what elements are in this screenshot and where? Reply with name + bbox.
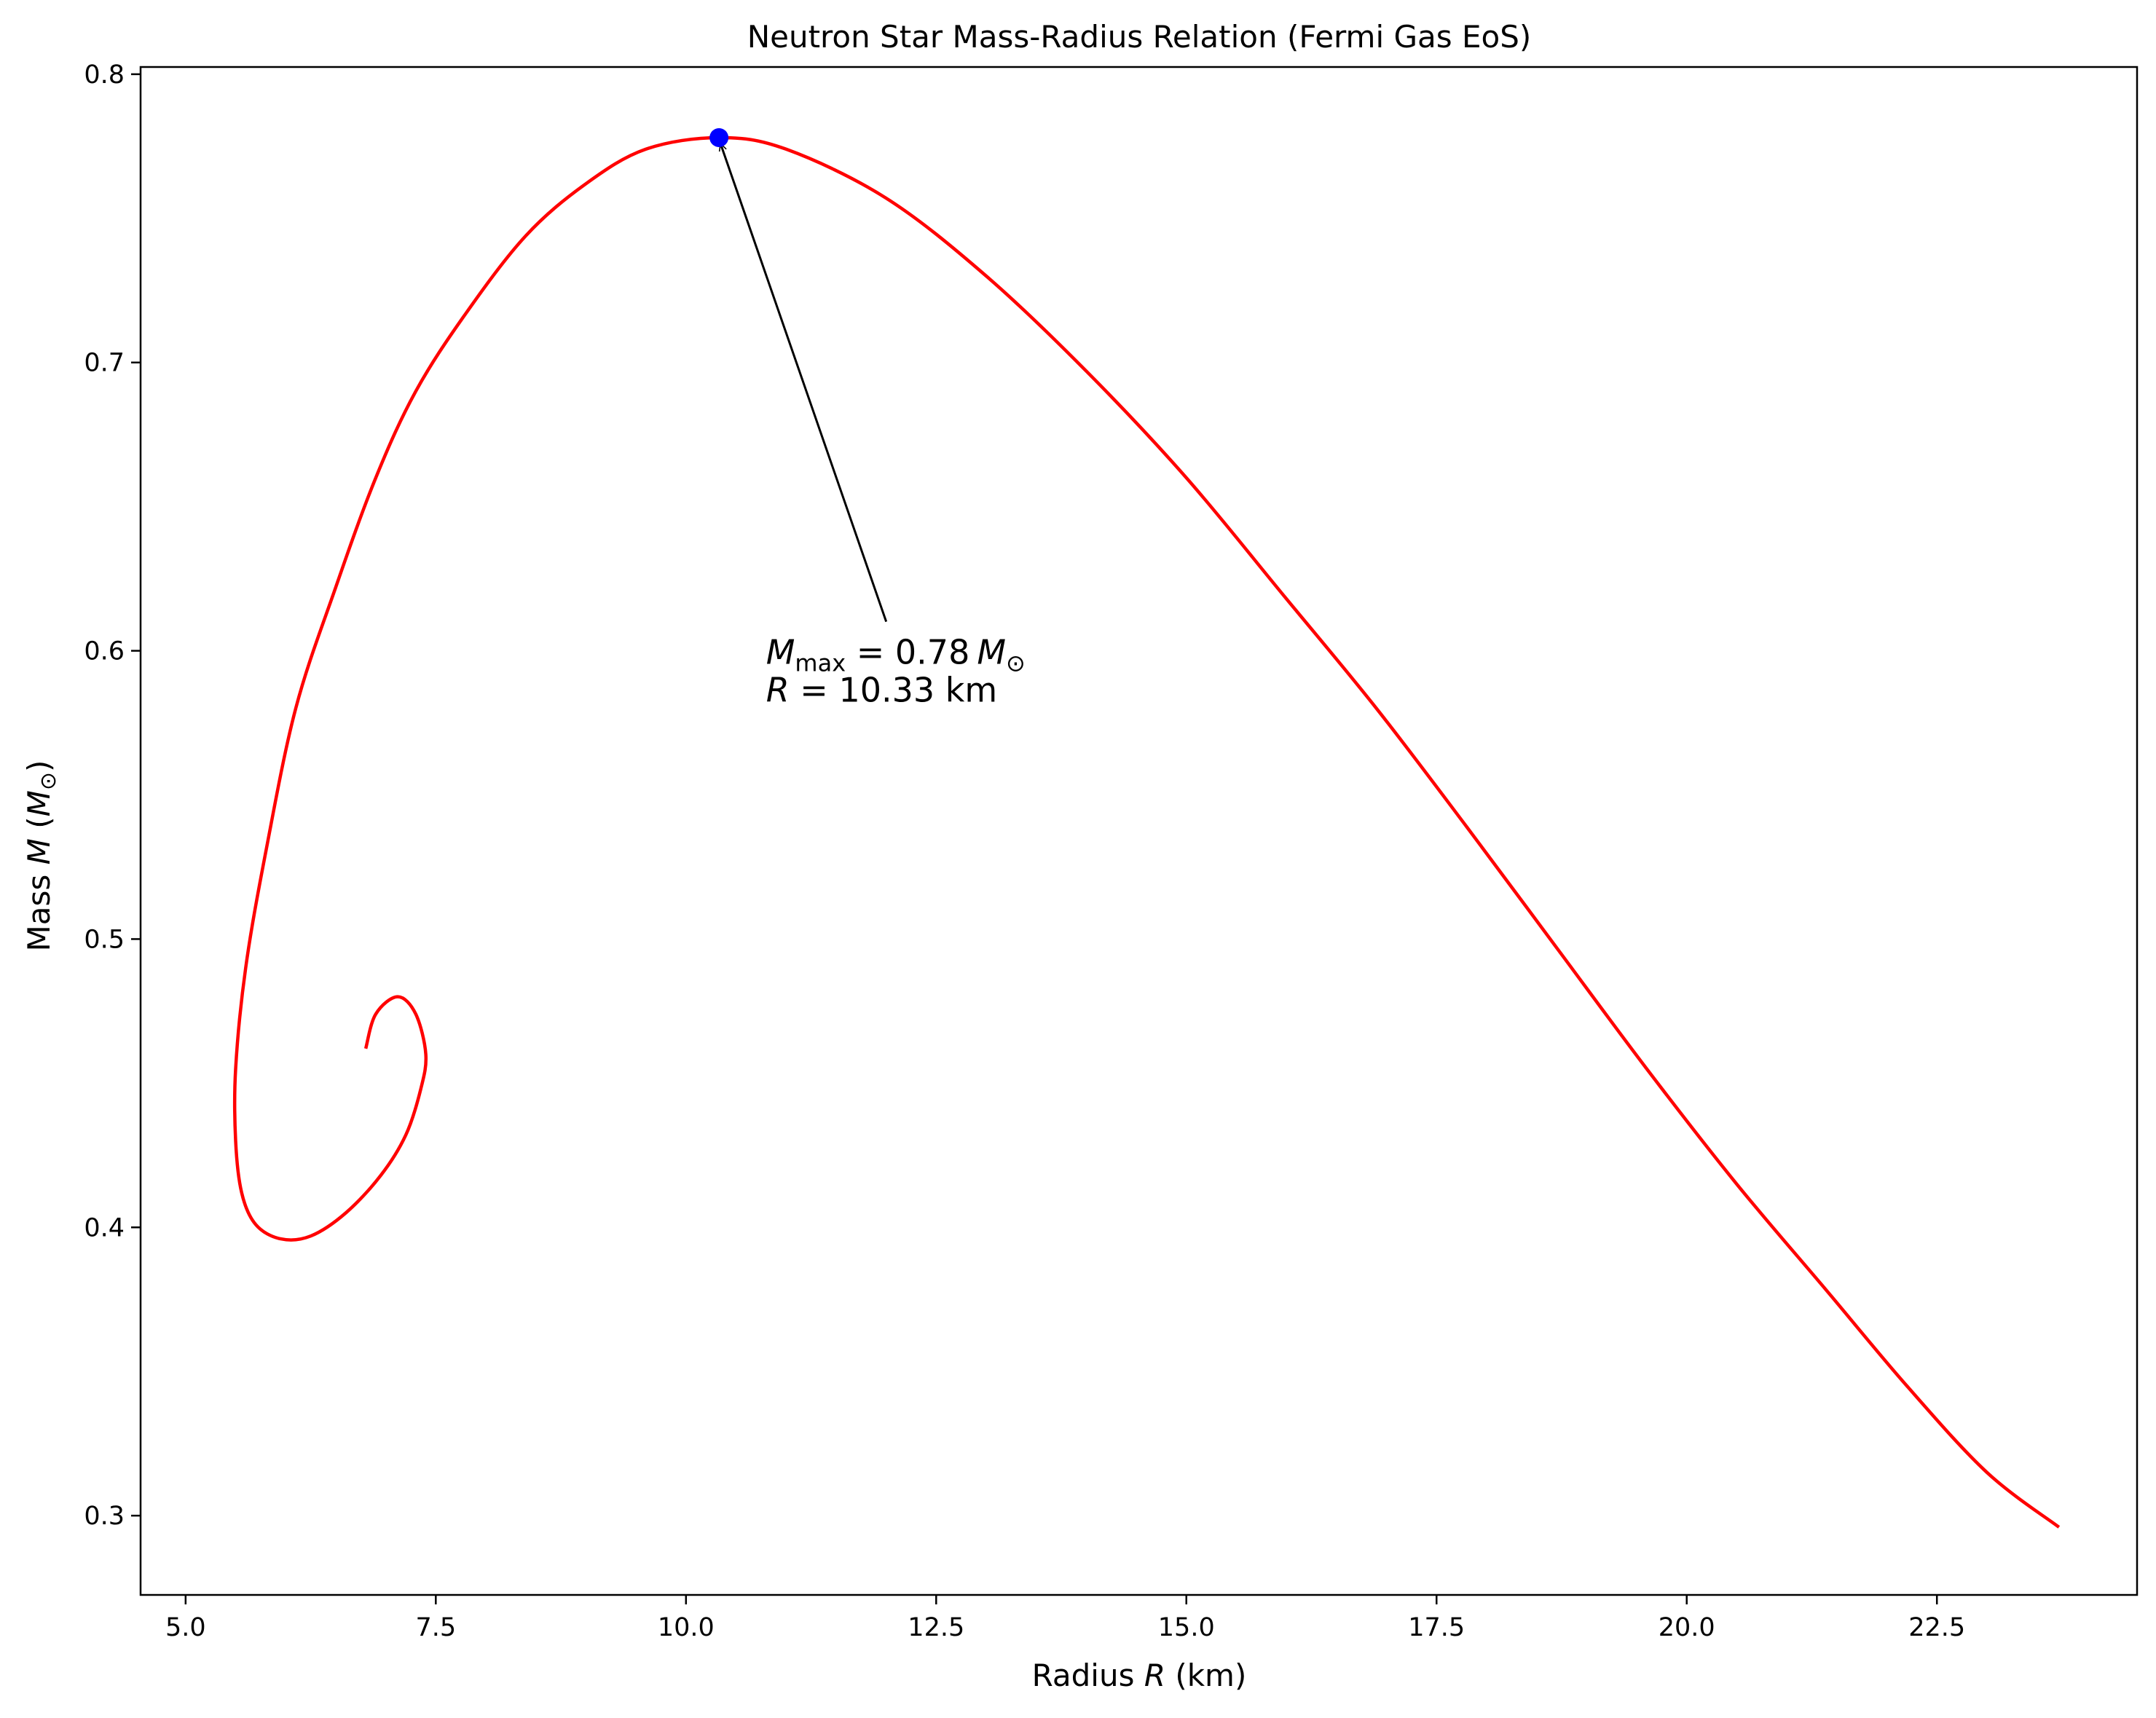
annotation-mmax-unit: M xyxy=(977,633,1006,672)
x-tick-label: 5.0 xyxy=(165,1613,206,1642)
annotation-mmax-sub: max xyxy=(795,650,846,677)
x-axis-label-prefix: Radius xyxy=(1032,1658,1144,1693)
x-axis-ticks: 5.0 7.5 10.0 12.5 15.0 17.5 20.0 22.5 xyxy=(165,1595,1965,1642)
y-tick-label: 0.8 xyxy=(84,60,125,90)
y-axis-label-close: ) xyxy=(21,760,57,772)
y-axis-label-var: M xyxy=(21,838,57,864)
annotation-radius-var: R xyxy=(766,671,790,710)
y-axis-label-unit: M xyxy=(21,790,57,816)
y-tick-label: 0.7 xyxy=(84,349,125,378)
max-mass-marker xyxy=(709,127,729,147)
y-axis-ticks: 0.3 0.4 0.5 0.6 0.7 0.8 xyxy=(84,60,141,1531)
mass-radius-curve xyxy=(232,135,2061,1529)
chart-title: Neutron Star Mass-Radius Relation (Fermi… xyxy=(747,19,1532,55)
plot-frame xyxy=(139,66,2139,1596)
y-tick-label: 0.5 xyxy=(84,925,125,954)
series-layer xyxy=(232,135,2061,1529)
annotation-arrow xyxy=(720,143,888,623)
x-axis-label: Radius R (km) xyxy=(1032,1658,1247,1693)
y-axis-label: Mass M (M⊙) xyxy=(21,760,61,952)
x-tick-label: 12.5 xyxy=(908,1613,964,1642)
x-tick-label: 7.5 xyxy=(415,1613,456,1642)
y-axis-label-prefix: Mass xyxy=(21,864,57,951)
annotation-mmax-value: = 0.78 xyxy=(846,633,969,672)
x-tick-label: 20.0 xyxy=(1659,1613,1715,1642)
annotation-mmax-text: Mmax = 0.78 M⊙ xyxy=(766,633,1026,677)
annotation-mmax-var: M xyxy=(766,633,795,672)
annotation-radius-text: R = 10.33 km xyxy=(766,671,998,710)
y-axis-label-open: ( xyxy=(21,816,57,838)
x-tick-label: 22.5 xyxy=(1908,1613,1965,1642)
x-tick-label: 10.0 xyxy=(658,1613,715,1642)
x-tick-label: 15.0 xyxy=(1158,1613,1215,1642)
x-axis-label-var: R xyxy=(1144,1658,1165,1693)
y-axis-label-unit-sub: ⊙ xyxy=(36,772,61,790)
y-tick-label: 0.3 xyxy=(84,1502,125,1531)
y-tick-label: 0.4 xyxy=(84,1213,125,1242)
annotation-radius-value: = 10.33 km xyxy=(790,671,998,710)
y-tick-label: 0.6 xyxy=(84,637,125,666)
annotation-mmax-unit-sub: ⊙ xyxy=(1006,650,1026,677)
x-tick-label: 17.5 xyxy=(1408,1613,1465,1642)
x-axis-label-suffix: (km) xyxy=(1165,1658,1246,1693)
